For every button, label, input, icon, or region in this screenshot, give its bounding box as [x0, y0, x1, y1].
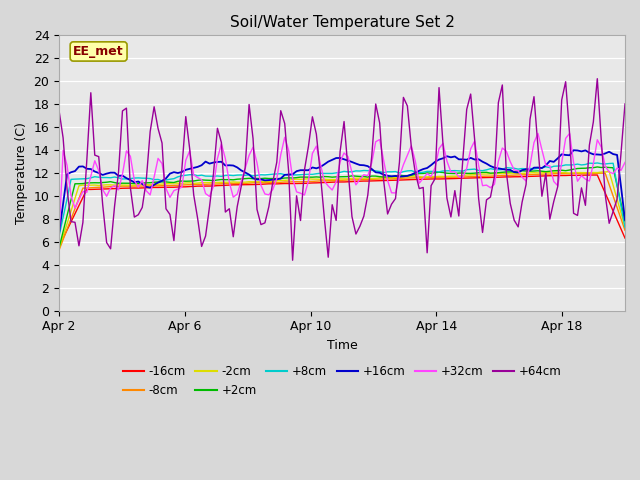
- +8cm: [138, 175, 146, 181]
- +16cm: [229, 163, 237, 168]
- Line: +32cm: +32cm: [59, 133, 625, 234]
- +2cm: [621, 218, 629, 224]
- +64cm: [229, 234, 237, 240]
- -8cm: [95, 184, 102, 190]
- Line: +64cm: +64cm: [59, 79, 625, 260]
- -8cm: [510, 172, 518, 178]
- +64cm: [621, 101, 629, 107]
- +32cm: [459, 175, 467, 180]
- Line: -8cm: -8cm: [59, 173, 625, 250]
- -8cm: [459, 174, 467, 180]
- -8cm: [55, 247, 63, 252]
- +2cm: [518, 168, 526, 174]
- +2cm: [510, 169, 518, 175]
- -16cm: [518, 174, 526, 180]
- +32cm: [621, 159, 629, 165]
- +16cm: [138, 181, 146, 187]
- -8cm: [518, 172, 526, 178]
- +32cm: [518, 174, 526, 180]
- Title: Soil/Water Temperature Set 2: Soil/Water Temperature Set 2: [230, 15, 454, 30]
- +32cm: [534, 131, 542, 136]
- +16cm: [510, 169, 518, 175]
- -16cm: [510, 174, 518, 180]
- -16cm: [459, 175, 467, 181]
- +8cm: [229, 173, 237, 179]
- -16cm: [95, 186, 102, 192]
- -2cm: [510, 170, 518, 176]
- Line: -2cm: -2cm: [59, 171, 625, 248]
- Y-axis label: Temperature (C): Temperature (C): [15, 122, 28, 224]
- +32cm: [95, 168, 102, 173]
- +64cm: [55, 108, 63, 114]
- -8cm: [621, 228, 629, 233]
- +16cm: [570, 147, 577, 153]
- +2cm: [138, 180, 146, 186]
- +32cm: [510, 167, 518, 173]
- -2cm: [138, 181, 146, 187]
- +8cm: [510, 166, 518, 171]
- +8cm: [459, 168, 467, 174]
- +32cm: [229, 194, 237, 200]
- +8cm: [95, 174, 102, 180]
- Line: +8cm: +8cm: [59, 163, 625, 236]
- +32cm: [55, 231, 63, 237]
- +2cm: [95, 180, 102, 186]
- +64cm: [522, 181, 530, 187]
- +64cm: [593, 76, 601, 82]
- +16cm: [621, 217, 629, 223]
- +64cm: [515, 224, 522, 230]
- -16cm: [138, 185, 146, 191]
- -16cm: [621, 235, 629, 241]
- +2cm: [229, 177, 237, 183]
- -2cm: [229, 179, 237, 185]
- Line: +2cm: +2cm: [59, 167, 625, 247]
- +64cm: [289, 257, 296, 263]
- Text: EE_met: EE_met: [74, 45, 124, 58]
- +16cm: [55, 229, 63, 235]
- +16cm: [459, 156, 467, 162]
- -2cm: [459, 173, 467, 179]
- -16cm: [229, 182, 237, 188]
- +2cm: [459, 170, 467, 176]
- +8cm: [55, 233, 63, 239]
- +2cm: [593, 164, 601, 170]
- +64cm: [138, 204, 146, 210]
- X-axis label: Time: Time: [326, 339, 358, 352]
- Line: +16cm: +16cm: [59, 150, 625, 232]
- -8cm: [138, 183, 146, 189]
- +8cm: [518, 166, 526, 171]
- +16cm: [95, 170, 102, 176]
- -2cm: [95, 182, 102, 188]
- -16cm: [55, 243, 63, 249]
- -2cm: [55, 245, 63, 251]
- -8cm: [229, 180, 237, 186]
- -8cm: [597, 170, 605, 176]
- -16cm: [589, 172, 597, 178]
- +8cm: [621, 225, 629, 230]
- +2cm: [55, 244, 63, 250]
- +64cm: [95, 154, 102, 159]
- +32cm: [138, 178, 146, 183]
- -2cm: [621, 224, 629, 230]
- +64cm: [463, 107, 470, 112]
- +16cm: [518, 167, 526, 173]
- Legend: -16cm, -8cm, -2cm, +2cm, +8cm, +16cm, +32cm, +64cm: -16cm, -8cm, -2cm, +2cm, +8cm, +16cm, +3…: [118, 360, 566, 402]
- Line: -16cm: -16cm: [59, 175, 625, 246]
- +8cm: [593, 160, 601, 166]
- -2cm: [605, 168, 613, 174]
- -2cm: [518, 170, 526, 176]
